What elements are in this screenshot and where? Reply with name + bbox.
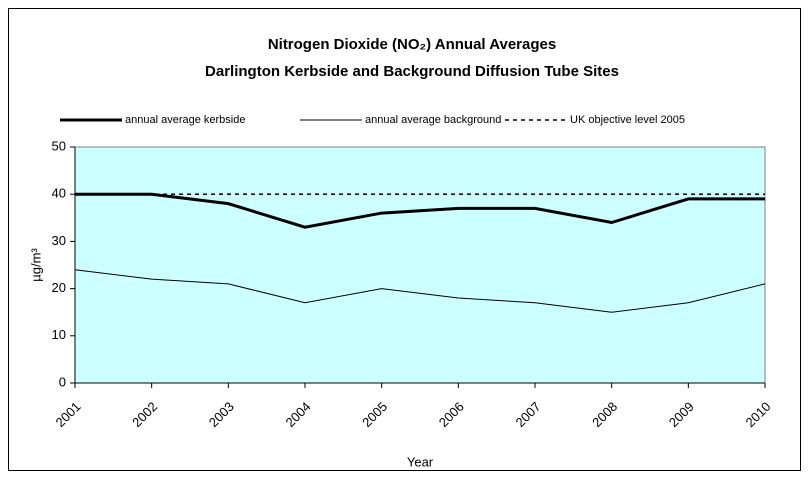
chart-subtitle: Darlington Kerbside and Background Diffu…: [205, 63, 619, 80]
legend-label: annual average kerbside: [125, 114, 245, 126]
y-tick-label: 40: [52, 186, 66, 201]
legend-label: annual average background: [365, 114, 501, 126]
legend-label: UK objective level 2005: [570, 114, 685, 126]
y-tick-label: 10: [52, 327, 66, 342]
plot-area: [74, 146, 766, 384]
y-tick-label: 30: [52, 233, 66, 248]
y-tick-label: 20: [52, 280, 66, 295]
series-line: [74, 269, 766, 313]
x-axis-label: Year: [407, 454, 434, 469]
y-axis-label: µg/m³: [28, 248, 43, 282]
series-line: [75, 192, 765, 229]
y-tick-label: 50: [52, 138, 66, 153]
y-tick-label: 0: [59, 374, 66, 389]
chart-title: Nitrogen Dioxide (NO₂) Annual Averages: [268, 36, 556, 53]
